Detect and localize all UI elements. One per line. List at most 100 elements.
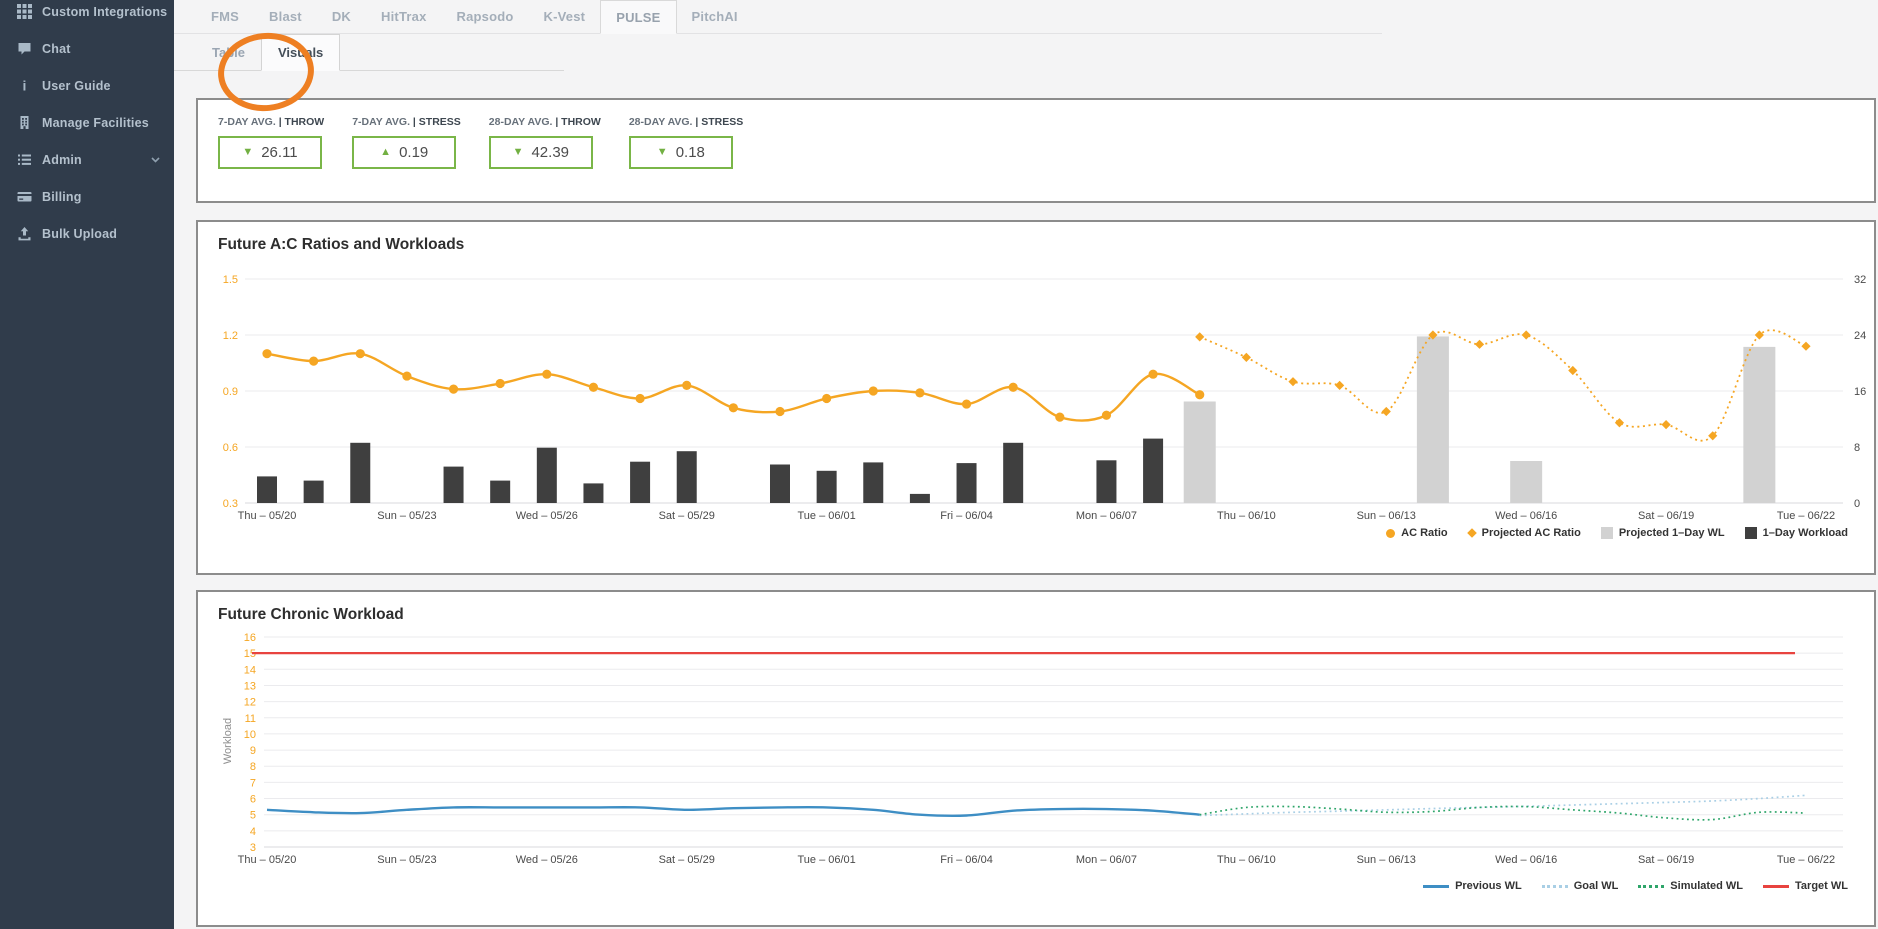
tab-pulse[interactable]: PULSE — [600, 0, 677, 34]
subtab-table[interactable]: Table — [212, 44, 245, 60]
main-content: FMS Blast DK HitTrax Rapsodo K-Vest PULSE Pitch… — [174, 0, 1878, 929]
data-point — [262, 349, 272, 359]
y-axis-tick: 14 — [244, 664, 256, 676]
legend-marker — [1386, 528, 1396, 538]
right-axis-tick: 32 — [1854, 274, 1866, 286]
stat-value: 26.11 — [261, 144, 298, 161]
left-axis-tick: 0.3 — [223, 498, 238, 510]
list-icon — [17, 152, 32, 167]
x-axis-tick: Tue – 06/22 — [1777, 854, 1835, 866]
legend-item-projected-ac-ratio[interactable]: Projected AC Ratio — [1466, 527, 1581, 539]
1-day-workload-bar — [443, 466, 464, 503]
data-point — [542, 369, 552, 379]
legend-marker — [1423, 884, 1450, 888]
data-point — [1568, 365, 1578, 376]
1-day-workload-bar — [676, 451, 697, 503]
1-day-workload-bar — [583, 483, 604, 503]
y-axis-tick: 12 — [244, 697, 256, 709]
stat-card-28-day-avg-stress: 28-DAY AVG. | STRESS ▼ 0.18 — [628, 116, 743, 201]
trend-down-icon: ▼ — [512, 146, 524, 158]
sidebar-item-manage-facilities[interactable]: Manage Facilities — [0, 104, 174, 141]
tab-rapsodo[interactable]: Rapsodo — [456, 9, 514, 24]
legend-item-goal-wl[interactable]: Goal WL — [1541, 880, 1618, 892]
legend-label: Previous WL — [1455, 880, 1522, 892]
projected-1-day-wl-bar — [1743, 346, 1776, 503]
legend-label: 1–Day Workload — [1762, 527, 1848, 539]
legend-item-target-wl[interactable]: Target WL — [1763, 880, 1848, 892]
sidebar-item-bulk-upload[interactable]: Bulk Upload — [0, 215, 174, 252]
legend-item-previous-wl[interactable]: Previous WL — [1423, 880, 1522, 892]
y-axis-label: Workload — [222, 717, 234, 765]
stat-card-7-day-avg-throw: 7-DAY AVG. | THROW ▼ 26.11 — [218, 116, 324, 201]
1-day-workload-bar — [257, 476, 277, 503]
legend-item-1-day-workload[interactable]: 1–Day Workload — [1744, 527, 1848, 539]
data-point — [915, 388, 925, 398]
summary-stats-panel: 7-DAY AVG. | THROW ▼ 26.11 7-DAY AVG. | STR… — [196, 98, 1876, 203]
data-point — [1474, 339, 1485, 349]
data-point — [448, 384, 459, 394]
y-axis-tick: 5 — [250, 810, 256, 822]
tab-hittrax[interactable]: HitTrax — [381, 9, 427, 24]
ac-ratios-chart: 1.5 32 1.2 24 0.9 16 0.6 8 0.3 0 Thu – 05/20 Sun – … — [223, 274, 1867, 522]
y-axis-tick: 13 — [244, 680, 256, 692]
data-point — [309, 356, 319, 366]
chat-icon — [17, 41, 32, 56]
legend-item-projected-1-day-wl[interactable]: Projected 1–Day WL — [1600, 527, 1725, 539]
subtab-visuals[interactable]: Visuals — [261, 34, 341, 71]
data-point — [1055, 412, 1065, 422]
stat-card-7-day-avg-stress: 7-DAY AVG. | STRESS ▲ 0.19 — [352, 116, 461, 201]
stat-value: 42.39 — [531, 144, 570, 161]
tab-fms[interactable]: FMS — [211, 9, 240, 24]
y-axis-tick: 6 — [250, 794, 256, 806]
right-axis-tick: 0 — [1854, 498, 1860, 510]
stat-value: 0.19 — [399, 144, 429, 161]
data-point — [1008, 382, 1018, 392]
y-axis-tick: 4 — [250, 826, 256, 838]
trend-up-icon: ▲ — [380, 146, 392, 158]
y-axis-tick: 10 — [244, 729, 256, 741]
data-point — [728, 403, 738, 413]
tab-dk[interactable]: DK — [331, 9, 352, 24]
x-axis-tick: Sat – 06/19 — [1638, 510, 1694, 522]
legend-item-simulated-wl[interactable]: Simulated WL — [1638, 880, 1743, 892]
x-axis-tick: Sat – 05/29 — [659, 510, 715, 522]
chevron-down-icon — [151, 156, 160, 163]
projected-1-day-wl-bar — [1416, 336, 1449, 503]
x-axis-tick: Tue – 06/01 — [797, 510, 855, 522]
sidebar-nav: Custom Integrations Chat i User Guide Manage… — [0, 0, 174, 252]
x-axis-tick: Sat – 05/29 — [659, 854, 715, 866]
stat-label: 7-DAY AVG. | STRESS — [352, 116, 461, 128]
1-day-workload-bar — [769, 464, 790, 503]
1-day-workload-bar — [1003, 442, 1024, 503]
legend-label: Projected AC Ratio — [1481, 527, 1581, 539]
data-point — [1428, 330, 1438, 340]
data-point — [822, 393, 832, 404]
integration-tabs: FMS Blast DK HitTrax Rapsodo K-Vest PULSE Pitch… — [174, 0, 1382, 34]
sidebar-item-label: Billing — [42, 189, 82, 204]
legend-label: AC Ratio — [1401, 527, 1448, 539]
left-axis-tick: 0.6 — [223, 442, 238, 454]
data-point — [1101, 410, 1112, 420]
tab-k-vest[interactable]: K-Vest — [543, 9, 586, 24]
sidebar-item-admin[interactable]: Admin — [0, 141, 174, 178]
left-axis-tick: 0.9 — [223, 386, 238, 398]
sidebar-item-user-guide[interactable]: i User Guide — [0, 67, 174, 104]
legend-label: Projected 1–Day WL — [1618, 527, 1725, 539]
sidebar-item-label: Bulk Upload — [42, 226, 118, 241]
y-axis-tick: 16 — [244, 632, 256, 644]
tab-blast[interactable]: Blast — [269, 9, 302, 24]
data-point — [1195, 332, 1205, 342]
tab-pitchai[interactable]: PitchAI — [691, 9, 738, 24]
data-point — [355, 349, 365, 359]
chart-title: Future Chronic Workload — [218, 606, 404, 623]
data-point — [1195, 390, 1205, 400]
sidebar-item-custom-integrations[interactable]: Custom Integrations — [0, 0, 174, 30]
data-point — [1801, 341, 1811, 351]
x-axis-tick: Sun – 06/13 — [1357, 854, 1416, 866]
legend-item-ac-ratio[interactable]: AC Ratio — [1386, 527, 1448, 539]
upload-icon — [17, 226, 32, 241]
x-axis-tick: Sat – 06/19 — [1638, 854, 1694, 866]
sidebar-item-billing[interactable]: Billing — [0, 178, 174, 215]
sidebar-item-chat[interactable]: Chat — [0, 30, 174, 67]
